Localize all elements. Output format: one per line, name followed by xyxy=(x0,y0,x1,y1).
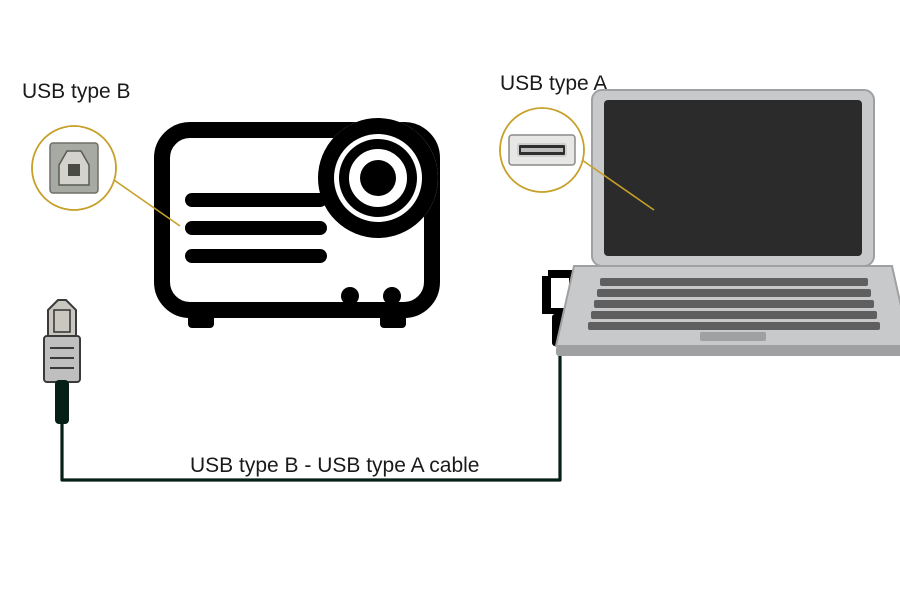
projector-icon xyxy=(162,118,438,328)
diagram-svg xyxy=(0,0,900,600)
laptop-icon xyxy=(556,90,900,356)
usb-b-plug-icon xyxy=(44,300,80,424)
cable-path xyxy=(62,346,560,480)
diagram-stage: USB type B USB type A USB type B - USB t… xyxy=(0,0,900,600)
